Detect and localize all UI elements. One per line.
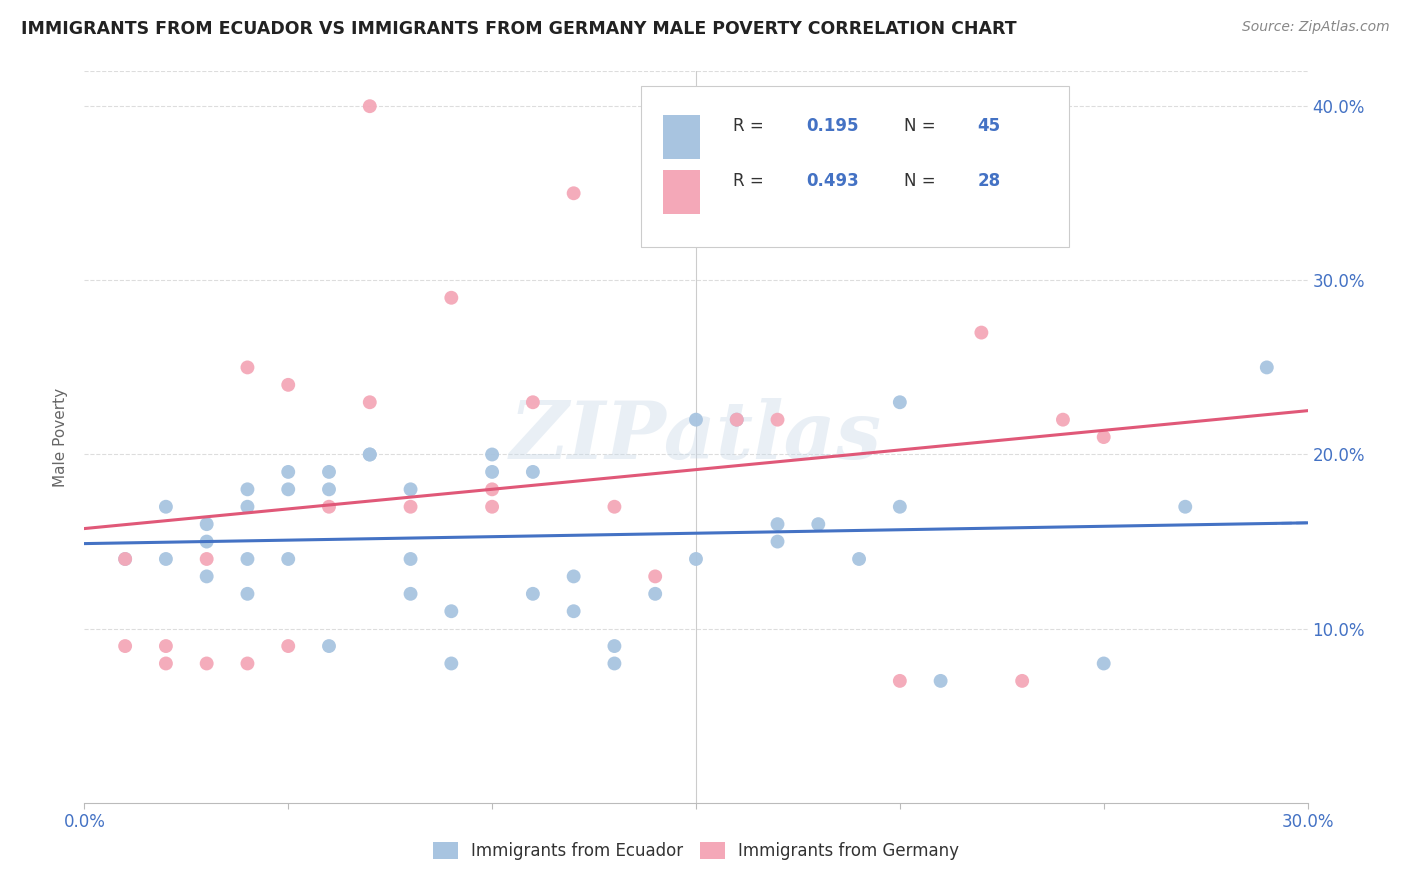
Point [889,395,911,409]
Point [807,517,830,532]
Point [1174,500,1197,514]
Point [277,639,299,653]
Point [440,291,463,305]
Point [236,587,259,601]
FancyBboxPatch shape [664,170,700,214]
Point [318,500,340,514]
Point [481,448,503,462]
Point [1052,412,1074,426]
Text: 0.493: 0.493 [806,172,859,190]
Point [195,569,218,583]
Point [155,500,177,514]
Point [195,534,218,549]
Point [562,569,585,583]
Point [318,639,340,653]
Point [889,500,911,514]
Point [644,569,666,583]
Text: IMMIGRANTS FROM ECUADOR VS IMMIGRANTS FROM GERMANY MALE POVERTY CORRELATION CHAR: IMMIGRANTS FROM ECUADOR VS IMMIGRANTS FR… [21,20,1017,37]
Text: ZIPatlas: ZIPatlas [510,399,882,475]
Point [359,448,381,462]
Point [195,552,218,566]
Point [1092,657,1115,671]
Point [603,639,626,653]
Point [155,639,177,653]
Point [236,552,259,566]
Point [399,552,422,566]
Point [481,465,503,479]
Point [725,412,748,426]
Point [481,483,503,497]
Point [766,412,789,426]
Point [114,552,136,566]
Point [603,657,626,671]
Text: N =: N = [904,117,935,136]
Y-axis label: Male Poverty: Male Poverty [53,387,69,487]
Point [725,412,748,426]
Point [848,552,870,566]
Point [359,99,381,113]
Text: R =: R = [733,172,763,190]
Point [114,639,136,653]
Point [399,500,422,514]
Point [277,465,299,479]
FancyBboxPatch shape [664,115,700,159]
Point [929,673,952,688]
Point [522,587,544,601]
Point [318,465,340,479]
Point [522,465,544,479]
Point [440,657,463,671]
Point [970,326,993,340]
Point [195,517,218,532]
Point [277,377,299,392]
Point [277,552,299,566]
Point [277,483,299,497]
Point [1256,360,1278,375]
Point [155,657,177,671]
Text: R =: R = [733,117,763,136]
Text: 0.195: 0.195 [806,117,859,136]
Text: Source: ZipAtlas.com: Source: ZipAtlas.com [1241,20,1389,34]
Text: 45: 45 [977,117,1001,136]
Point [1011,673,1033,688]
Point [236,360,259,375]
Point [603,500,626,514]
Text: N =: N = [904,172,935,190]
Point [766,517,789,532]
Point [562,604,585,618]
Point [766,534,789,549]
Point [685,412,707,426]
Point [399,587,422,601]
Point [644,587,666,601]
Point [399,483,422,497]
Legend: Immigrants from Ecuador, Immigrants from Germany: Immigrants from Ecuador, Immigrants from… [433,842,959,860]
Point [359,448,381,462]
Point [236,657,259,671]
FancyBboxPatch shape [641,86,1069,247]
Point [685,552,707,566]
Point [889,673,911,688]
Point [114,552,136,566]
Point [562,186,585,201]
Point [522,395,544,409]
Point [236,483,259,497]
Point [481,500,503,514]
Point [440,604,463,618]
Point [236,500,259,514]
Point [359,395,381,409]
Text: 28: 28 [977,172,1001,190]
Point [195,657,218,671]
Point [1092,430,1115,444]
Point [155,552,177,566]
Point [318,483,340,497]
